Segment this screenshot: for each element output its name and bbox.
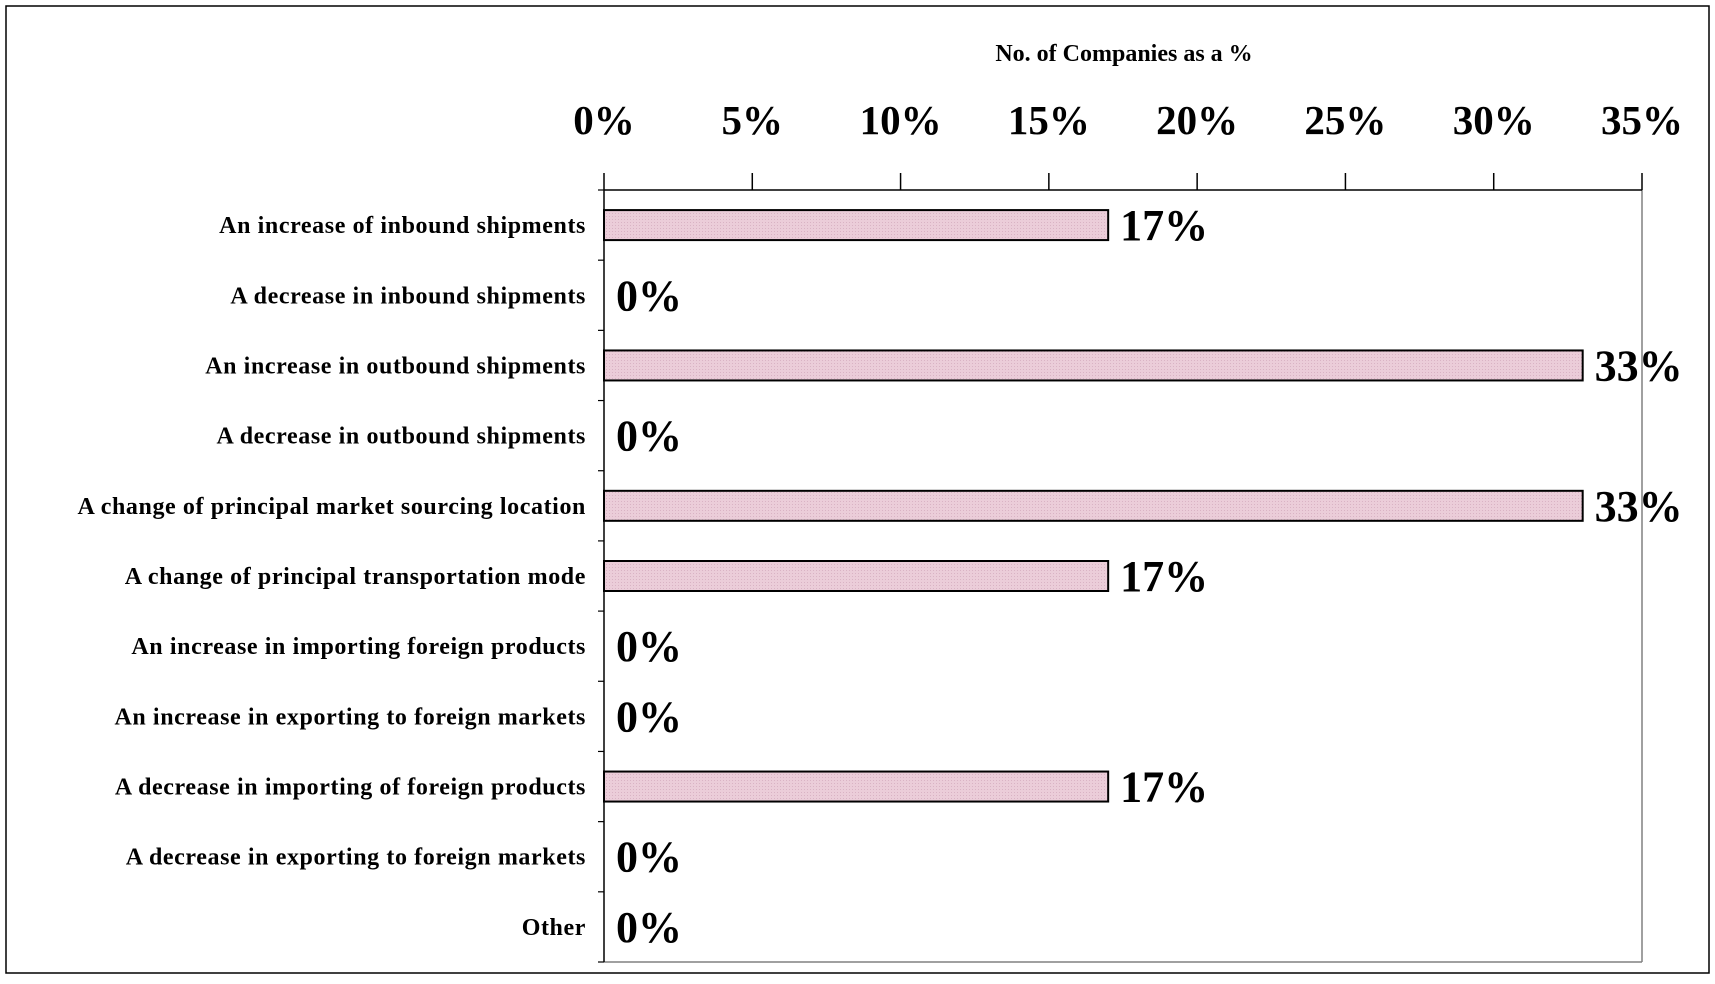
bar	[603, 770, 1110, 803]
x-tick-label: 30%	[1453, 97, 1535, 143]
category-label: A decrease in inbound shipments	[230, 283, 586, 309]
category-label: An increase of inbound shipments	[219, 213, 586, 239]
x-tick-label: 5%	[722, 97, 784, 143]
value-label: 0%	[616, 692, 682, 741]
category-labels: An increase of inbound shipments A decrea…	[78, 213, 587, 941]
value-label: 17%	[1120, 763, 1208, 812]
value-label: 0%	[616, 271, 682, 320]
bar	[603, 349, 1584, 382]
bars	[603, 209, 1584, 803]
value-label: 17%	[1120, 552, 1208, 601]
category-label: A decrease in importing of foreign produ…	[115, 775, 586, 801]
value-label: 0%	[616, 412, 682, 461]
x-tick-label: 15%	[1008, 97, 1090, 143]
value-label: 0%	[616, 833, 682, 882]
category-label: An increase in importing foreign product…	[131, 634, 586, 660]
category-label: A decrease in exporting to foreign marke…	[126, 845, 586, 871]
x-axis-title: No. of Companies as a %	[995, 41, 1252, 67]
x-tick-label: 0%	[573, 97, 635, 143]
x-tick-label: 10%	[860, 97, 942, 143]
bar	[603, 560, 1110, 592]
x-tick-labels: 0% 5% 10% 15% 20% 25% 30% 35%	[573, 97, 1683, 143]
category-label: A change of principal market sourcing lo…	[78, 494, 587, 520]
category-label: Other	[522, 915, 586, 941]
bar	[603, 489, 1584, 522]
x-tick-label: 25%	[1304, 97, 1386, 143]
value-label: 33%	[1595, 341, 1683, 390]
value-labels: 17% 0% 33% 0% 33% 17% 0% 0% 17% 0% 0%	[616, 201, 1683, 952]
outer-frame	[5, 5, 1710, 974]
value-label: 33%	[1595, 482, 1683, 531]
value-label: 0%	[616, 622, 682, 671]
x-tick-label: 35%	[1601, 97, 1683, 143]
category-label: An increase in exporting to foreign mark…	[114, 704, 586, 730]
category-label: A decrease in outbound shipments	[217, 424, 587, 450]
value-label: 17%	[1120, 201, 1208, 250]
category-label: A change of principal transportation mod…	[125, 564, 586, 590]
value-label: 0%	[616, 903, 682, 952]
category-label: An increase in outbound shipments	[205, 353, 586, 379]
bar	[603, 209, 1110, 242]
x-tick-label: 20%	[1156, 97, 1238, 143]
